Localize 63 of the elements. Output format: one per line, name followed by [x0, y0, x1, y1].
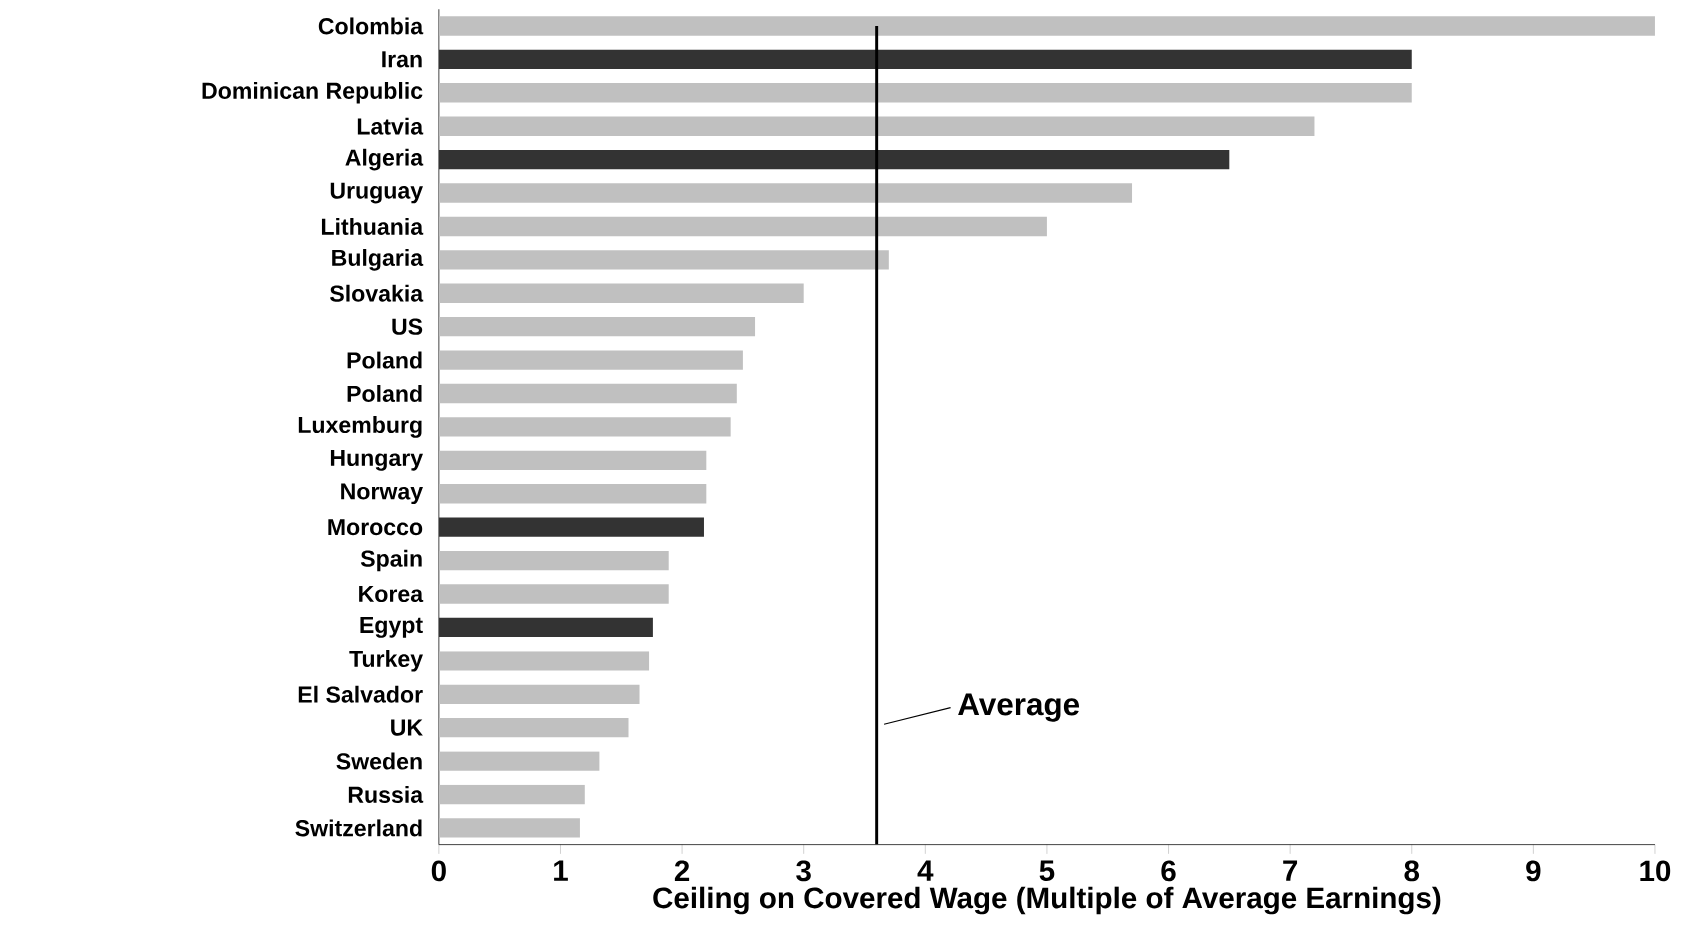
x-tick-label: 4: [917, 860, 934, 881]
bar: [438, 617, 653, 638]
y-tick-label: Iran: [382, 51, 422, 68]
y-tick-label: Poland: [347, 351, 422, 369]
bar: [438, 484, 707, 504]
bar: [438, 684, 640, 705]
bar: [438, 183, 1133, 203]
bar: [438, 818, 580, 838]
x-tick-label: 2: [674, 860, 690, 882]
bar: [438, 49, 1412, 70]
y-tick-label: Latvia: [357, 117, 424, 135]
bar: [438, 16, 1655, 36]
y-tick-label: El Salvador: [298, 685, 423, 703]
y-tick-label: Turkey: [349, 650, 423, 672]
y-tick-label: Lithuania: [321, 218, 424, 236]
y-tick-label: Poland: [347, 385, 422, 403]
y-tick-label: Uruguay: [330, 182, 423, 204]
y-tick-label: UK: [391, 719, 423, 736]
x-tick-label: 8: [1404, 860, 1420, 882]
y-tick-label: Egypt: [360, 617, 423, 638]
bar: [438, 751, 600, 771]
x-tick-label: 6: [1161, 860, 1176, 882]
y-tick-label: Dominican Republic: [202, 82, 423, 104]
bar: [438, 517, 704, 537]
y-tick-label: Colombia: [318, 17, 424, 35]
bar: [438, 83, 1412, 103]
x-tick-label: 5: [1039, 860, 1055, 882]
bar: [438, 150, 1230, 170]
y-tick-label: Morocco: [328, 519, 423, 536]
y-tick-label: Russia: [348, 786, 424, 804]
bar: [438, 417, 731, 437]
bar: [438, 116, 1315, 136]
x-tick-label: 1: [554, 860, 568, 881]
ref-line-label: Average: [958, 693, 1080, 722]
y-tick-label: Korea: [359, 586, 424, 603]
y-tick-label: Spain: [360, 549, 422, 572]
y-tick-label: Hungary: [330, 450, 423, 471]
y-tick-label: Algeria: [345, 148, 424, 171]
y-tick-label: Norway: [341, 483, 423, 505]
bar: [438, 550, 669, 571]
x-tick-label: 7: [1283, 860, 1298, 881]
bar: [438, 383, 737, 404]
x-axis-title: Ceiling on Covered Wage (Multiple of Average Earnings): [653, 886, 1441, 915]
bar: [438, 250, 889, 270]
bar: [438, 450, 707, 471]
bar: [438, 584, 669, 604]
bar: [438, 350, 743, 370]
bar: [438, 784, 585, 805]
y-tick-label: Switzerland: [295, 819, 422, 837]
y-tick-label: Slovakia: [330, 284, 424, 302]
bar: [438, 651, 650, 671]
bar: [438, 283, 804, 304]
y-tick-label: Sweden: [336, 752, 422, 770]
x-tick-label: 0: [431, 860, 446, 882]
bar: [438, 216, 1047, 237]
y-tick-label: Bulgaria: [332, 249, 424, 271]
y-tick-label: Luxemburg: [298, 416, 422, 438]
y-tick-label: US: [392, 318, 423, 335]
x-tick-label: 3: [796, 860, 811, 882]
bar: [438, 317, 756, 337]
x-tick-label: 9: [1526, 860, 1541, 882]
bar: [438, 718, 629, 738]
x-tick-label: 10: [1640, 860, 1671, 882]
